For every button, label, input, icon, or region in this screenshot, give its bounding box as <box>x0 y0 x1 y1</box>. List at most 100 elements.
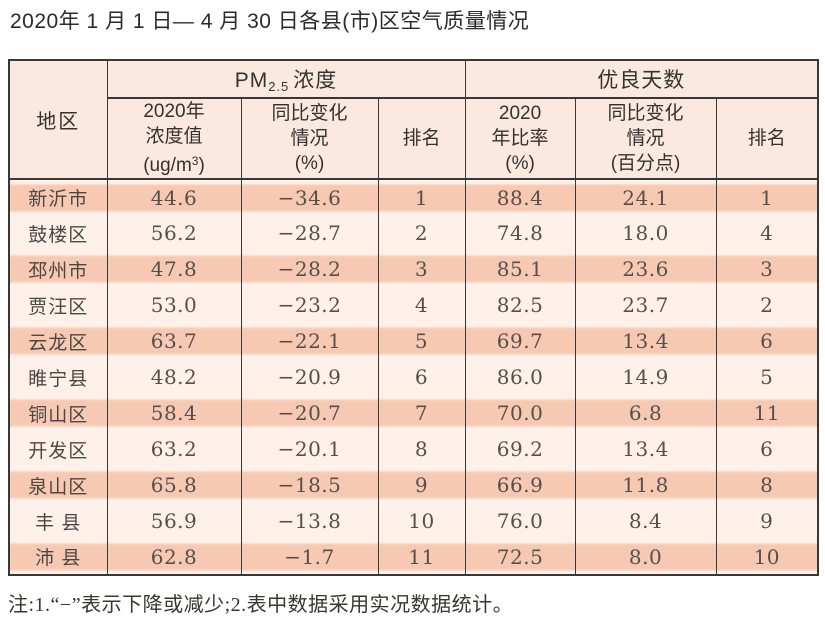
sub-header-row: 2020年 浓度值 (ug/m3) 同比变化 情况 (%) 排名 2020 年比… <box>9 98 819 180</box>
cell-days-rate: 69.2 <box>464 431 576 467</box>
cell-days-change: 13.4 <box>574 431 717 467</box>
cell-pm-rank: 8 <box>377 431 466 467</box>
cell-pm-value: 47.8 <box>106 251 241 287</box>
cell-pm-change: −20.1 <box>240 431 378 467</box>
header-pm-change-line1: 同比变化 <box>271 103 348 124</box>
header-days-change: 同比变化 情况 (百分点) <box>574 98 717 180</box>
cell-days-change: 6.8 <box>574 395 717 431</box>
table-header: 地区 PM2.5 浓度 优良天数 2020年 浓度值 (ug/m3) 同比变化 情… <box>8 60 819 180</box>
header-days-rate: 2020 年比率 (%) <box>464 98 576 180</box>
cell-pm-change: −28.7 <box>240 215 378 251</box>
cell-pm-rank: 10 <box>377 503 466 539</box>
cell-region: 铜山区 <box>8 395 107 431</box>
pm-label-suffix: 浓度 <box>293 69 338 92</box>
table-row: 鼓楼区 56.2 −28.7 2 74.8 18.0 4 <box>8 215 819 251</box>
table-row: 云龙区 63.7 −22.1 5 69.7 13.4 6 <box>8 323 819 359</box>
cell-days-change: 11.8 <box>574 467 717 503</box>
table-row: 邳州市 47.8 −28.2 3 85.1 23.6 3 <box>8 251 819 287</box>
cell-pm-value: 56.9 <box>106 503 241 539</box>
air-quality-table: 地区 PM2.5 浓度 优良天数 2020年 浓度值 (ug/m3) 同比变化 情… <box>8 59 820 576</box>
cell-pm-rank: 1 <box>377 179 466 215</box>
cell-days-change: 24.1 <box>574 179 717 215</box>
cell-region: 睢宁县 <box>8 359 107 395</box>
cell-days-rate: 66.9 <box>464 467 576 503</box>
cell-days-rank: 6 <box>715 323 819 359</box>
cell-pm-value: 53.0 <box>106 287 241 323</box>
table-row: 新沂市 44.6 −34.6 1 88.4 24.1 1 <box>8 179 819 215</box>
header-pm-change: 同比变化 情况 (%) <box>240 98 378 180</box>
cell-days-rate: 70.0 <box>464 395 576 431</box>
cell-days-rank: 9 <box>715 503 819 539</box>
cell-days-change: 18.0 <box>574 215 717 251</box>
cell-days-change: 8.0 <box>574 539 717 575</box>
header-days-rank: 排名 <box>715 98 819 180</box>
cell-days-rate: 82.5 <box>464 287 576 323</box>
cell-days-rate: 86.0 <box>464 359 576 395</box>
header-days-change-line3: (百分点) <box>610 153 681 174</box>
table-row: 铜山区 58.4 −20.7 7 70.0 6.8 11 <box>8 395 819 431</box>
header-pm-value-line2: 浓度值 <box>145 126 203 147</box>
cell-days-rate: 74.8 <box>464 215 576 251</box>
cell-days-rank: 4 <box>715 215 819 251</box>
cell-pm-change: −22.1 <box>240 323 378 359</box>
cell-days-rank: 1 <box>715 179 819 215</box>
cell-days-change: 23.7 <box>574 287 717 323</box>
cell-region: 新沂市 <box>8 179 107 215</box>
unit-suffix: ) <box>198 155 205 176</box>
cell-days-rate: 85.1 <box>464 251 576 287</box>
cell-days-rank: 10 <box>715 539 819 575</box>
page: 2020年 1 月 1 日— 4 月 30 日各县(市)区空气质量情况 地区 P… <box>0 9 825 620</box>
table-row: 贾汪区 53.0 −23.2 4 82.5 23.7 2 <box>8 287 819 323</box>
cell-pm-rank: 5 <box>377 323 466 359</box>
cell-days-rank: 8 <box>715 467 819 503</box>
cell-days-rate: 76.0 <box>464 503 576 539</box>
cell-days-rate: 88.4 <box>464 179 576 215</box>
table-row: 泉山区 65.8 −18.5 9 66.9 11.8 8 <box>8 467 819 503</box>
cell-region: 贾汪区 <box>8 287 107 323</box>
cell-days-change: 13.4 <box>574 323 717 359</box>
cell-pm-rank: 4 <box>377 287 466 323</box>
header-days-change-line2: 情况 <box>626 128 665 149</box>
cell-pm-rank: 7 <box>377 395 466 431</box>
unit-superscript: 3 <box>191 154 199 168</box>
cell-region: 邳州市 <box>8 251 107 287</box>
cell-days-change: 14.9 <box>574 359 717 395</box>
cell-pm-change: −34.6 <box>240 179 378 215</box>
cell-pm-change: −23.2 <box>240 287 378 323</box>
cell-region: 沛 县 <box>8 539 107 575</box>
table-row: 丰 县 56.9 −13.8 10 76.0 8.4 9 <box>8 503 819 539</box>
page-title: 2020年 1 月 1 日— 4 月 30 日各县(市)区空气质量情况 <box>10 10 530 33</box>
cell-pm-value: 63.2 <box>106 431 241 467</box>
unit-prefix: (ug/m <box>143 155 192 176</box>
header-pm-value: 2020年 浓度值 (ug/m3) <box>106 98 241 180</box>
header-days-rate-line3: (%) <box>505 153 535 174</box>
header-pm-change-line2: 情况 <box>290 128 329 149</box>
cell-pm-rank: 9 <box>377 467 466 503</box>
cell-pm-change: −28.2 <box>240 251 378 287</box>
header-days-change-line1: 同比变化 <box>607 103 684 124</box>
cell-pm-change: −20.7 <box>240 395 378 431</box>
cell-days-rank: 5 <box>715 359 819 395</box>
cell-pm-value: 62.8 <box>106 539 241 575</box>
cell-pm-value: 48.2 <box>106 359 241 395</box>
header-pm-change-line3: (%) <box>294 153 325 174</box>
cell-region: 丰 县 <box>8 503 107 539</box>
table-row: 睢宁县 48.2 −20.9 6 86.0 14.9 5 <box>8 359 819 395</box>
cell-pm-change: −20.9 <box>240 359 378 395</box>
cell-pm-value: 63.7 <box>106 323 241 359</box>
cell-days-rank: 2 <box>715 287 819 323</box>
cell-pm-rank: 11 <box>377 539 466 575</box>
cell-days-rank: 11 <box>715 395 819 431</box>
header-pm-value-unit: (ug/m3) <box>108 149 241 177</box>
table-row: 开发区 63.2 −20.1 8 69.2 13.4 6 <box>8 431 819 467</box>
cell-days-rank: 3 <box>715 251 819 287</box>
cell-days-rate: 69.7 <box>464 323 576 359</box>
cell-pm-rank: 2 <box>377 215 466 251</box>
cell-days-change: 23.6 <box>574 251 717 287</box>
header-pm-value-line1: 2020年 <box>143 101 205 122</box>
header-region: 地区 <box>8 60 107 180</box>
table-row: 沛 县 62.8 −1.7 11 72.5 8.0 10 <box>8 539 819 575</box>
cell-pm-change: −18.5 <box>240 467 378 503</box>
header-pm-group: PM2.5 浓度 <box>106 60 466 99</box>
cell-pm-value: 65.8 <box>106 467 241 503</box>
